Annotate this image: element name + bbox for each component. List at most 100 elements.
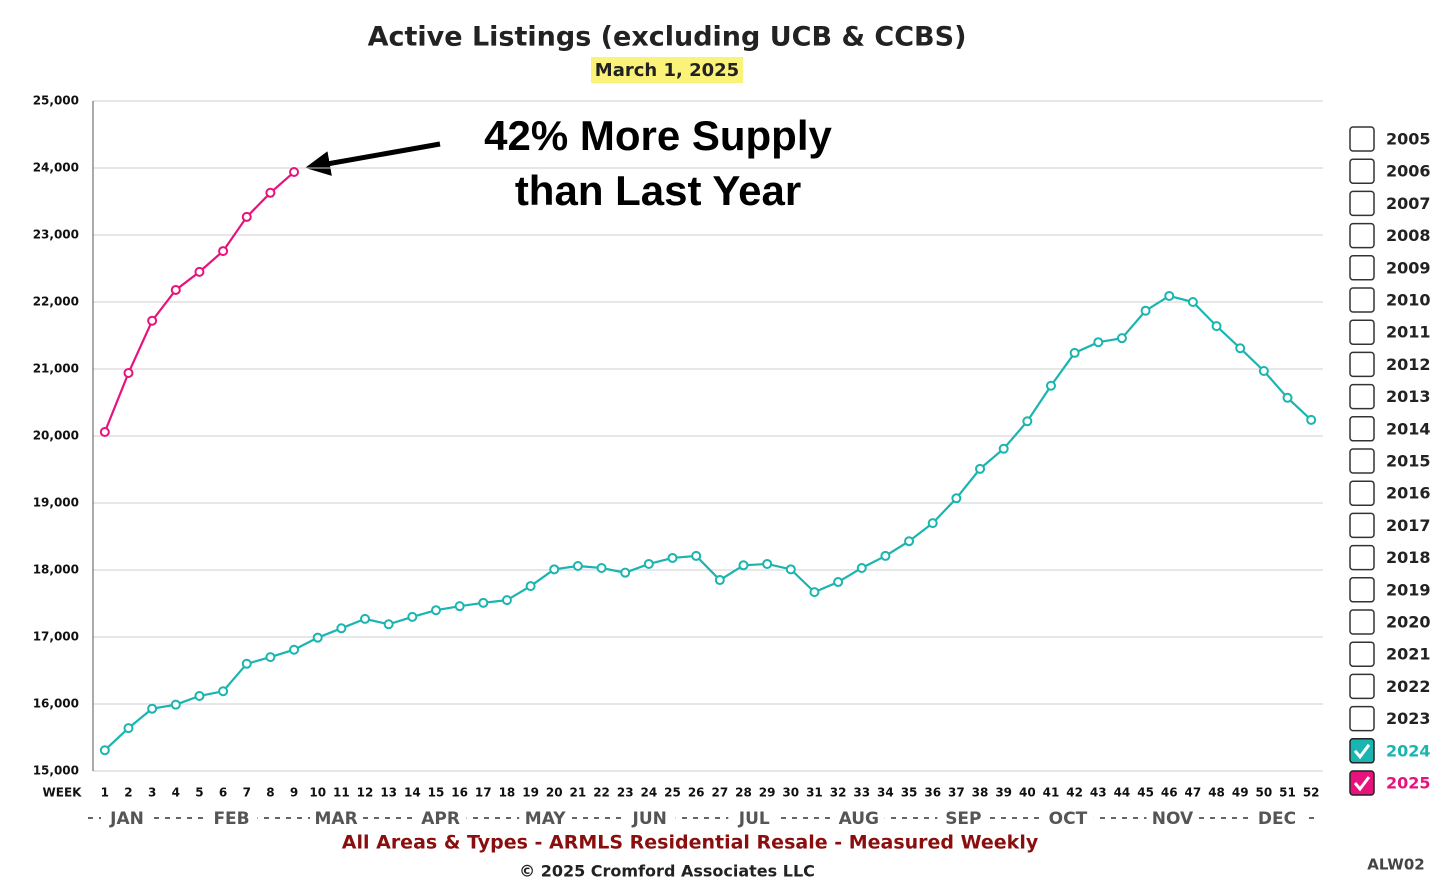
month-label: MAY — [525, 809, 566, 829]
x-tick-label: 40 — [1019, 786, 1036, 800]
x-tick-label: 43 — [1090, 786, 1107, 800]
legend-checkbox[interactable] — [1349, 480, 1375, 506]
month-bg — [1041, 806, 1094, 830]
data-point — [383, 619, 394, 630]
x-tick-label: 9 — [290, 786, 298, 800]
legend-label: 2021 — [1386, 645, 1431, 664]
data-point — [951, 493, 962, 504]
legend-label: 2019 — [1386, 580, 1431, 599]
data-point — [430, 605, 441, 616]
month-bg — [1146, 806, 1199, 830]
legend-checkbox[interactable] — [1349, 383, 1375, 410]
data-point — [312, 632, 323, 643]
legend-checkbox[interactable] — [1349, 673, 1375, 700]
x-tick-label: 32 — [830, 786, 847, 800]
month-label: JUL — [738, 809, 770, 829]
month-label: SEP — [945, 809, 981, 829]
legend-label: 2014 — [1386, 419, 1431, 438]
legend-label: 2016 — [1386, 484, 1431, 503]
x-tick-label: 19 — [522, 786, 539, 800]
data-point — [620, 567, 631, 578]
x-tick-label: 3 — [148, 786, 156, 800]
legend-checkbox[interactable] — [1349, 222, 1375, 249]
legend-label: 2018 — [1386, 548, 1431, 567]
data-point — [99, 426, 110, 437]
legend-label: 2012 — [1386, 355, 1431, 374]
legend-checkbox[interactable] — [1349, 255, 1375, 281]
legend-checkbox[interactable] — [1349, 351, 1375, 378]
month-bg — [310, 806, 363, 830]
data-point — [1164, 290, 1175, 301]
month-bg — [519, 806, 572, 830]
legend-checkbox[interactable] — [1349, 512, 1375, 539]
legend-checkbox[interactable] — [1349, 158, 1375, 184]
legend-checkbox[interactable] — [1349, 770, 1375, 796]
x-tick-label: 37 — [948, 786, 965, 800]
x-tick-label: 16 — [451, 786, 468, 800]
data-point — [241, 211, 252, 222]
chart-code: ALW02 — [1367, 856, 1424, 874]
legend-label: 2008 — [1386, 226, 1431, 245]
data-point — [123, 368, 134, 379]
y-tick-label: 21,000 — [33, 362, 79, 376]
x-tick-label: 18 — [499, 786, 516, 800]
data-point — [336, 623, 347, 634]
legend-check — [1353, 776, 1371, 792]
x-tick-label: 20 — [546, 786, 563, 800]
x-tick-label: 39 — [995, 786, 1012, 800]
data-point — [265, 187, 276, 198]
data-point — [1140, 305, 1151, 316]
data-point — [1235, 343, 1246, 354]
legend-checkbox[interactable] — [1349, 705, 1375, 732]
annotation: 42% More Supply — [484, 112, 832, 159]
data-point — [1187, 297, 1198, 307]
data-point — [407, 611, 418, 622]
legend-checkbox[interactable] — [1349, 416, 1375, 442]
x-tick-label: 10 — [309, 786, 326, 800]
x-tick-label: 25 — [664, 786, 681, 800]
data-point — [643, 558, 654, 569]
x-tick-label: 12 — [357, 786, 374, 800]
y-tick-label: 24,000 — [33, 161, 79, 175]
data-point — [998, 443, 1009, 454]
x-tick-label: 13 — [380, 786, 397, 800]
y-tick-label: 25,000 — [33, 94, 79, 108]
data-point — [360, 613, 371, 624]
data-point — [289, 644, 300, 655]
x-tick-label: 44 — [1114, 786, 1131, 800]
month-bg — [101, 806, 153, 830]
data-point — [1306, 414, 1317, 425]
annotation-arrow — [305, 141, 441, 176]
legend-checkbox[interactable] — [1349, 609, 1375, 635]
month-label: JUN — [632, 809, 667, 829]
legend-checkbox[interactable] — [1349, 319, 1375, 345]
legend-label: 2011 — [1386, 323, 1431, 342]
data-point — [241, 658, 252, 669]
x-tick-label: 49 — [1232, 786, 1249, 800]
data-point — [549, 564, 560, 575]
data-point — [809, 587, 820, 598]
data-point — [856, 562, 867, 573]
legend-checkbox[interactable] — [1349, 287, 1375, 313]
month-label: OCT — [1049, 809, 1088, 829]
legend-label: 2022 — [1386, 677, 1431, 696]
legend-checkbox[interactable] — [1349, 544, 1375, 571]
legend-checkbox[interactable] — [1349, 448, 1375, 474]
x-tick-label: 29 — [759, 786, 776, 800]
month-bg — [414, 806, 467, 830]
data-point — [880, 550, 891, 561]
legend-checkbox[interactable] — [1349, 577, 1375, 603]
copyright: © 2025 Cromford Associates LLC — [519, 862, 815, 881]
x-tick-label: 23 — [617, 786, 634, 800]
legend-checkbox[interactable] — [1349, 126, 1375, 152]
chart-title: Active Listings (excluding UCB & CCBS) — [368, 22, 967, 53]
x-tick-label: 48 — [1208, 786, 1225, 800]
legend-label: 2009 — [1386, 258, 1431, 277]
data-point — [904, 536, 915, 547]
month-label: MAR — [315, 809, 358, 829]
y-tick-label: 17,000 — [33, 630, 79, 644]
month-label: DEC — [1258, 809, 1296, 829]
legend-checkbox[interactable] — [1349, 190, 1375, 217]
legend-checkbox[interactable] — [1349, 738, 1375, 764]
legend-checkbox[interactable] — [1349, 641, 1375, 667]
